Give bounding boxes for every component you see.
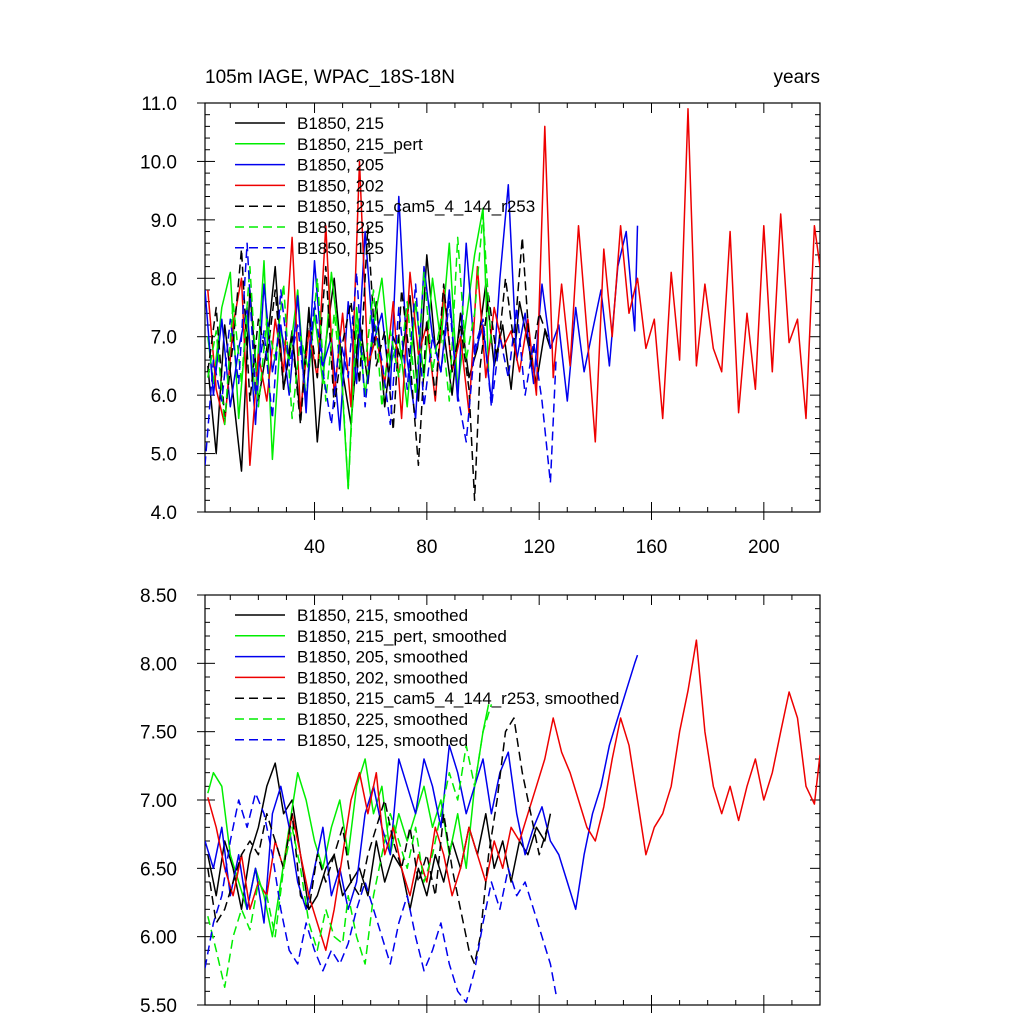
y-tick-label: 10.0 — [140, 152, 177, 173]
x-tick-label: 80 — [416, 537, 437, 558]
legend-label: B1850, 215 — [297, 114, 384, 133]
y-tick-label: 6.0 — [151, 386, 177, 407]
y-tick-label: 7.00 — [140, 791, 177, 812]
legend-label: B1850, 215_cam5_4_144_r253 — [297, 197, 535, 216]
legend-label: B1850, 125, smoothed — [297, 731, 468, 750]
y-tick-label: 5.50 — [140, 996, 177, 1017]
series-line — [207, 704, 493, 988]
legend-label: B1850, 215_cam5_4_144_r253, smoothed — [297, 689, 619, 708]
top-panel: 40 80 120 160 200 4.0 5.0 6.0 7.0 8.0 9.0 10.0 11.0 B… — [140, 94, 821, 558]
legend-label: B1850, 202, smoothed — [297, 668, 468, 687]
x-tick-label: 120 — [523, 537, 555, 558]
legend-label: B1850, 215_pert, smoothed — [297, 627, 507, 646]
legend-label: B1850, 215, smoothed — [297, 606, 468, 625]
y-tick-label: 7.0 — [151, 328, 177, 349]
series-line — [207, 224, 549, 502]
chart-title: 105m IAGE, WPAC_18S-18N — [205, 67, 455, 88]
x-tick-label: 160 — [636, 537, 668, 558]
legend-label: B1850, 215_pert — [297, 135, 423, 154]
y-tick-label: 11.0 — [141, 94, 177, 115]
series-group — [205, 108, 820, 502]
y-tick-label: 7.50 — [140, 723, 177, 744]
chart-right-title: years — [774, 67, 820, 88]
series-line — [205, 654, 639, 924]
series-group — [205, 639, 820, 1004]
y-tick-label: 6.50 — [140, 859, 177, 880]
x-tick-label: 40 — [304, 537, 325, 558]
series-line — [207, 108, 820, 467]
series-line — [205, 242, 557, 484]
y-tick-label: 4.0 — [151, 503, 177, 524]
y-tick-label: 5.0 — [151, 445, 177, 466]
legend-label: B1850, 125 — [297, 239, 384, 258]
bottom-panel: 5.50 6.00 6.50 7.00 7.50 8.00 8.50 B1850, 215, … — [140, 586, 821, 1017]
legend-label: B1850, 202 — [297, 176, 384, 195]
y-tick-label: 8.0 — [151, 269, 177, 290]
y-tick-label: 9.0 — [151, 211, 177, 232]
legend-label: B1850, 225, smoothed — [297, 710, 468, 729]
y-tick-label: 8.00 — [140, 654, 177, 675]
series-line — [207, 717, 549, 965]
y-tick-label: 8.50 — [140, 586, 177, 607]
legend-label: B1850, 205, smoothed — [297, 648, 468, 667]
plot-frame — [204, 102, 821, 513]
y-tick-label: 6.00 — [140, 928, 177, 949]
x-tick-label: 200 — [748, 537, 780, 558]
series-line — [205, 792, 557, 1004]
legend-label: B1850, 205 — [297, 156, 384, 175]
series-line — [207, 762, 552, 911]
legend-label: B1850, 225 — [297, 218, 384, 237]
